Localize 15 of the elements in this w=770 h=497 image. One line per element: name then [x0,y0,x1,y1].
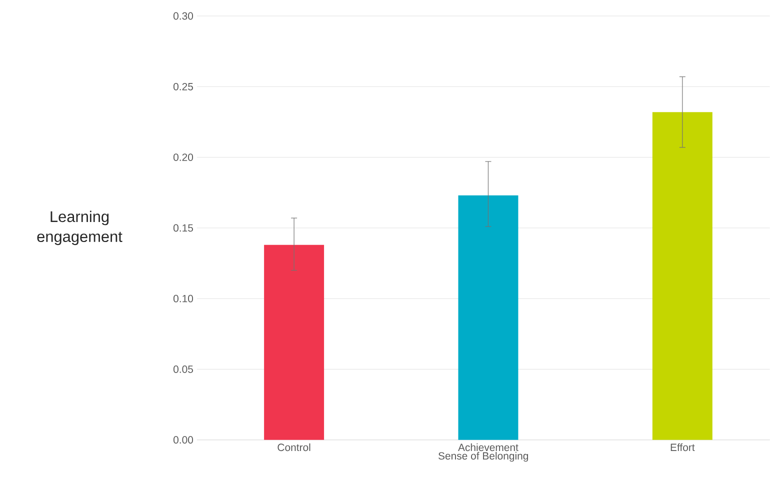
x-axis-title: Sense of Belonging [438,452,528,462]
y-tick-label: 0.20 [173,154,194,162]
y-tick-label: 0.00 [173,436,194,444]
x-tick-label: Achievement [458,443,518,452]
y-tick-label: 0.10 [173,294,194,302]
bar [458,196,518,440]
bar [652,112,712,440]
y-axis-title: Learning engagement [37,210,122,246]
y-tick-label: 0.30 [173,12,194,20]
y-tick-label: 0.25 [173,83,193,90]
bar [264,244,324,440]
x-tick-label: Effort [670,443,695,452]
y-tick-label: 0.05 [173,366,193,373]
y-tick-label: 0.15 [173,224,193,232]
x-tick-label: Control [278,443,310,452]
